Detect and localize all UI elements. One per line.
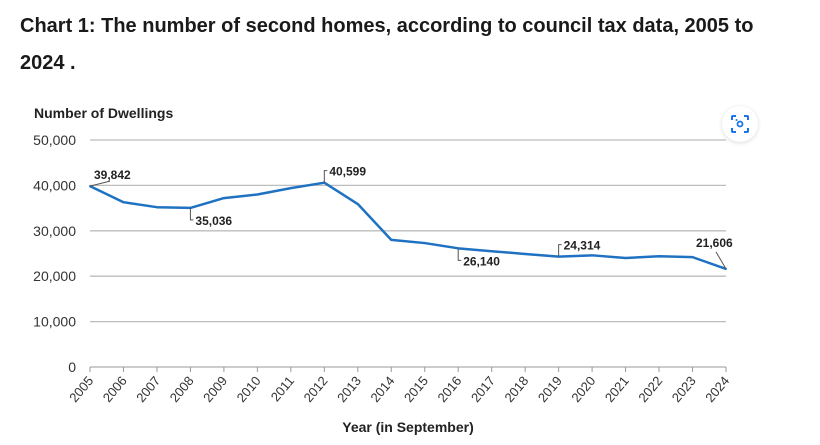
x-tick-label: 2014: [367, 373, 397, 405]
data-label: 26,140: [463, 254, 500, 268]
x-tick-label: 2022: [635, 373, 665, 405]
lens-scan-icon: [731, 115, 749, 133]
y-tick-label: 0: [68, 359, 76, 375]
x-tick-label: 2009: [200, 373, 230, 405]
data-point: [658, 255, 661, 258]
x-tick-label: 2020: [568, 373, 598, 405]
y-tick-label: 10,000: [33, 314, 76, 330]
x-tick-label: 2013: [334, 373, 364, 405]
data-point: [356, 203, 359, 206]
annotation-leader: [189, 207, 194, 221]
annotation-leader: [558, 244, 562, 257]
y-tick-label: 30,000: [33, 223, 76, 239]
data-point: [289, 187, 292, 190]
x-tick-label: 2018: [501, 373, 531, 405]
y-axis-title: Number of Dwellings: [34, 105, 173, 121]
data-point: [591, 254, 594, 257]
data-label: 40,599: [329, 165, 366, 179]
annotation-leader: [323, 170, 328, 183]
visual-search-button[interactable]: [722, 106, 758, 142]
annotation-leader: [457, 248, 462, 261]
x-tick-label: 2011: [268, 373, 297, 404]
data-point: [524, 252, 527, 255]
data-point: [122, 201, 125, 204]
data-point: [155, 206, 158, 209]
x-tick-label: 2008: [167, 373, 197, 405]
x-tick-label: 2012: [301, 373, 331, 405]
x-tick-label: 2015: [401, 373, 431, 405]
chart-title: Chart 1: The number of second homes, acc…: [20, 15, 754, 74]
x-tick-label: 2019: [535, 373, 565, 405]
y-tick-label: 50,000: [33, 132, 76, 148]
x-tick-label: 2017: [468, 373, 498, 405]
series-line: [89, 181, 727, 271]
annotation-leader: [89, 180, 111, 187]
data-point: [691, 256, 694, 259]
data-label: 21,606: [696, 236, 733, 250]
data-point: [423, 242, 426, 245]
x-tick-label: 2016: [434, 373, 464, 405]
data-point: [490, 250, 493, 253]
x-tick-label: 2005: [66, 373, 96, 405]
x-tick-label: 2007: [133, 373, 163, 405]
x-tick-label: 2021: [602, 373, 632, 405]
x-axis-title: Year (in September): [342, 419, 474, 435]
data-point: [256, 193, 259, 196]
x-tick-label: 2023: [669, 373, 699, 405]
y-tick-label: 20,000: [33, 268, 76, 284]
data-label: 35,036: [195, 214, 232, 228]
annotation-leader: [715, 251, 727, 270]
x-tick-label: 2010: [234, 373, 264, 405]
data-point: [390, 238, 393, 241]
data-label: 24,314: [564, 239, 601, 253]
y-tick-label: 40,000: [33, 177, 76, 193]
x-tick-label: 2006: [100, 373, 130, 405]
data-point: [222, 197, 225, 200]
data-point: [624, 257, 627, 260]
x-tick-label: 2024: [702, 373, 732, 405]
data-label: 39,842: [94, 168, 131, 182]
